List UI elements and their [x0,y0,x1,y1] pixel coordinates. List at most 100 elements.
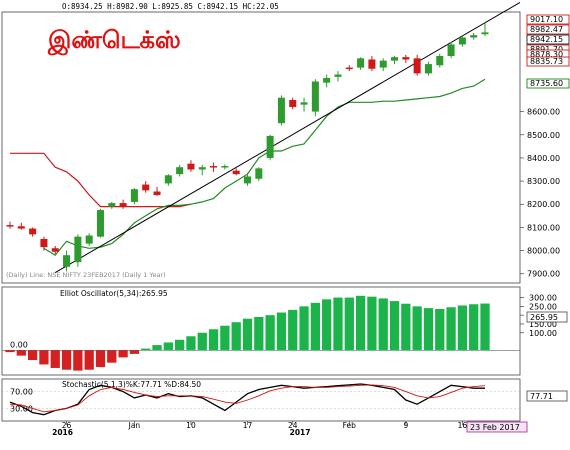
price-badge-label: 8891.70 [530,45,563,54]
candle-body [345,67,353,70]
oscillator-bar [208,329,219,351]
oscillator-bar [118,350,128,358]
x-tick-label: 16 [458,421,468,430]
candle-body [108,203,116,207]
oscillator-bar [423,308,434,351]
candle-body [198,167,206,170]
oscillator-bar [61,350,72,370]
oscillator-panel-frame [1,286,521,376]
oscillator-bar [367,296,377,351]
price-tick-label: 8200.00 [527,200,560,209]
chart-title: இண்டெக்ஸ் [47,26,181,56]
date-badge: 23 Feb 2017 [470,423,520,432]
oscillator-bar [401,303,411,351]
candle-body [357,58,365,68]
candle-body [40,238,48,248]
x-tick-label: 26 [62,421,72,430]
oscillator-bar [141,348,151,351]
price-badge-box [526,56,570,67]
oscillator-bar [95,350,106,368]
price-tick-label: 8300.00 [527,177,560,186]
price-badge-label: 8878.30 [530,50,563,59]
candle-body [277,97,285,124]
oscillator-bar [322,299,332,351]
price-tick-label: 7900.00 [527,270,560,279]
oscillator-bar [378,298,388,351]
price-badge-box [526,34,570,45]
oscillator-value-badge-box [526,311,568,323]
oscillator-bar [389,301,400,351]
ohlc-readout: O:8934.25 H:8982.90 L:8925.85 C:8942.15 … [62,2,279,11]
x-tick-label: Jan [128,421,141,430]
oscillator-bar [333,297,343,351]
candle-body [63,255,71,267]
candle-body [447,44,455,57]
x-year-label: 2017 [290,428,311,437]
trend-line-green [43,78,486,256]
oscillator-bar [107,350,117,363]
oscillator-bar [175,339,185,351]
candle-body [458,37,466,45]
oscillator-bar [16,350,26,356]
oscillator-bar [5,350,15,353]
candle-body [74,236,82,263]
candle-body [424,64,432,74]
candle-body [311,81,319,112]
oscillator-bar [50,350,60,368]
candle-body [17,226,25,229]
candle-body [96,210,104,237]
price-badge-label: 8942.15 [530,35,563,44]
candle-body [6,225,14,227]
candle-body [300,102,308,105]
stochastic-k-line [9,383,485,416]
candle-body [210,166,218,168]
candle-body [29,228,37,235]
price-panel-frame [1,11,521,284]
candle-body [164,175,172,184]
candle-body [266,135,274,158]
price-badge-box [526,78,570,89]
price-tick-label: 8100.00 [527,223,560,232]
oscillator-bar [299,306,309,351]
x-tick-label: Feb [343,421,357,430]
candle-body [51,248,59,252]
stochastic-level-label: 30.00 [10,404,33,413]
oscillator-tick-label: 250.00 [529,302,557,311]
oscillator-bar [344,297,354,351]
oscillator-bar [310,302,320,351]
candle-body [187,163,195,170]
candle-body [436,56,444,66]
candle-body [119,203,127,207]
oscillator-bar [39,350,49,365]
candle-body [379,60,387,68]
candle-body [402,57,410,60]
stochastic-value-badge: 77.71 [530,392,553,401]
candle-body [481,32,489,35]
x-tick-label: 17 [243,421,253,430]
candle-body [142,184,150,191]
candle-body [85,235,93,244]
oscillator-bar [186,336,196,351]
oscillator-bar [435,309,445,351]
candle-body [153,191,161,195]
candle-body [130,189,138,202]
oscillator-bar [276,312,287,351]
oscillator-bar [457,305,468,351]
oscillator-bar [152,345,162,351]
candle-body [391,57,399,61]
candle-body [470,35,478,38]
x-tick-label: 10 [186,421,196,430]
stochastic-panel-frame [1,378,521,422]
oscillator-bar [265,315,275,351]
oscillator-tick-label: 100.00 [529,329,557,338]
oscillator-bar [480,303,490,351]
stochastic-d-line [9,384,486,413]
stochastic-level-label: 70.00 [10,388,33,397]
oscillator-bar [27,350,38,361]
oscillator-bar [220,325,230,351]
candle-body [413,58,421,74]
oscillator-bar [446,307,456,351]
support-line [54,1,521,274]
stochastic-label: Stochastic(5,1,3)%K:77.71 %D:84.50 [62,380,201,389]
